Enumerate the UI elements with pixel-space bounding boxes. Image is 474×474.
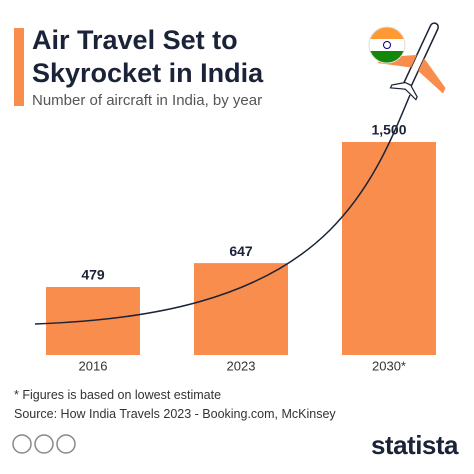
x-tick-label: 2016 (79, 358, 108, 373)
license-icons (12, 434, 76, 454)
bars: 2016 479 2023 647 2030* 1,500 (46, 122, 436, 373)
footnote: * Figures is based on lowest estimate (14, 388, 222, 402)
india-flag (368, 26, 406, 64)
bar (194, 263, 288, 355)
chart-title: Air Travel Set to Skyrocket in India (32, 25, 264, 88)
value-label: 479 (81, 267, 105, 283)
bar (342, 142, 436, 355)
chart-subtitle: Number of aircraft in India, by year (32, 92, 263, 109)
brand-logo: statista (370, 430, 459, 460)
source: Source: How India Travels 2023 - Booking… (14, 407, 336, 421)
plane-icon (377, 22, 446, 101)
x-tick-label: 2023 (227, 358, 256, 373)
value-label: 1,500 (371, 122, 406, 138)
value-label: 647 (229, 243, 253, 259)
growth-curve (34, 94, 411, 325)
title-accent (14, 28, 24, 106)
x-tick-label: 2030* (372, 358, 406, 373)
